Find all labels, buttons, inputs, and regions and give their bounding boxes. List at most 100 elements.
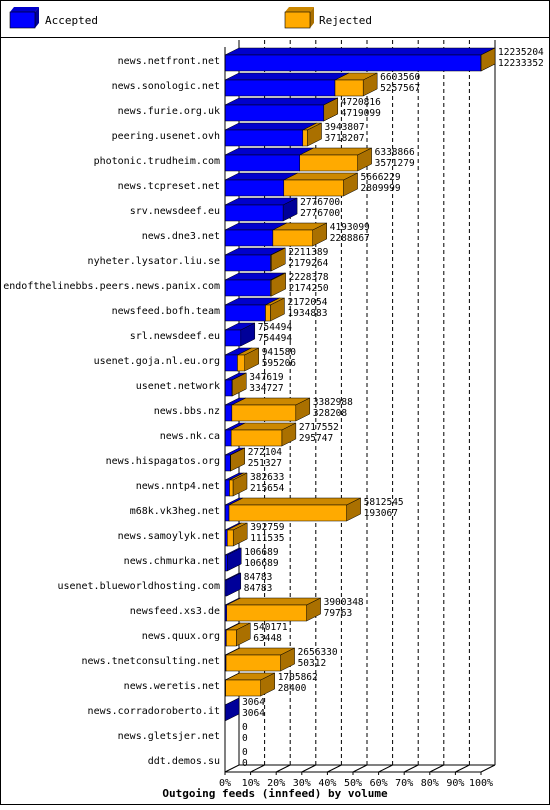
- bar-rejected-front: [227, 605, 307, 621]
- bar-rejected: [231, 423, 296, 446]
- bar-rejected-top: [229, 498, 361, 505]
- value-label-accepted: 1934883: [287, 308, 327, 319]
- category-label: photonic.trudheim.com: [94, 156, 220, 167]
- value-label-accepted: 0: [242, 733, 248, 744]
- bar-rejected: [229, 498, 361, 521]
- value-label-total: 347619: [249, 372, 284, 383]
- category-label: news.chmurka.net: [124, 556, 220, 567]
- value-label-total: 1705862: [278, 672, 318, 683]
- value-label-total: 5812545: [364, 497, 404, 508]
- category-label: peering.usenet.ovh: [112, 131, 220, 142]
- value-label-accepted: 193067: [364, 508, 398, 519]
- bar-rejected-front: [271, 255, 272, 271]
- value-label-total: 392759: [250, 522, 285, 533]
- bar-rejected: [227, 598, 321, 621]
- bar-rejected-front: [227, 530, 233, 546]
- category-label: news.dne3.net: [142, 231, 220, 242]
- value-label-total: 754494: [258, 322, 293, 333]
- bar-accepted-front: [225, 130, 303, 146]
- value-label-total: 3900348: [324, 597, 364, 608]
- value-label-total: 3064: [242, 697, 265, 708]
- category-label: m68k.vk3heg.net: [130, 506, 220, 517]
- bar-rejected-front: [335, 80, 363, 96]
- value-label-total: 0: [242, 747, 248, 758]
- bar-accepted: [225, 198, 297, 221]
- value-label-accepted: 754494: [258, 333, 293, 344]
- value-label-accepted: 334727: [249, 383, 283, 394]
- value-label-accepted: 2179264: [288, 258, 328, 269]
- bar-rejected: [273, 223, 327, 246]
- category-label: news.nntp4.net: [136, 481, 220, 492]
- bar-rejected-front: [303, 130, 308, 146]
- bar-rejected-front: [300, 155, 358, 171]
- value-label-accepted: 28400: [278, 683, 307, 694]
- bar-accepted-top: [225, 148, 314, 155]
- bar-rejected: [284, 173, 358, 196]
- value-label-accepted: 2809999: [361, 183, 401, 194]
- bar-rejected-front: [226, 630, 236, 646]
- value-label-total: 12235204: [498, 47, 544, 58]
- bar-accepted-front: [225, 305, 265, 321]
- value-label-accepted: 2288867: [330, 233, 370, 244]
- category-label: news.sonologic.net: [112, 81, 220, 92]
- bar-rejected-front: [237, 355, 244, 371]
- value-label-total: 2172054: [287, 297, 327, 308]
- bar-accepted-front: [225, 55, 481, 71]
- value-label-accepted: 328208: [313, 408, 348, 419]
- value-label-accepted: 5257567: [380, 83, 420, 94]
- bar-accepted-front: [225, 205, 283, 221]
- category-label: news.samoylyk.net: [118, 531, 220, 542]
- bar-accepted-front: [225, 380, 232, 396]
- value-label-accepted: 84783: [244, 583, 273, 594]
- category-label: news.netfront.net: [118, 56, 220, 67]
- bar-accepted-front: [225, 230, 273, 246]
- value-label-total: 6338866: [375, 147, 415, 158]
- value-label-total: 3943807: [325, 122, 365, 133]
- value-label-total: 2228378: [289, 272, 329, 283]
- x-tick-label: 100%: [469, 778, 493, 789]
- value-label-accepted: 79763: [324, 608, 353, 619]
- legend-rejected-swatch: [285, 7, 314, 28]
- bar-rejected-front: [232, 405, 296, 421]
- bar-accepted: [225, 48, 495, 71]
- value-label-total: 0: [242, 722, 248, 733]
- value-label-accepted: 12233352: [498, 58, 544, 69]
- bar-rejected-front: [273, 230, 313, 246]
- bar-rejected-front: [270, 280, 271, 296]
- value-label-total: 84783: [244, 572, 273, 583]
- bar-accepted-top: [225, 48, 495, 55]
- value-label-total: 5666229: [361, 172, 401, 183]
- value-label-total: 2717552: [299, 422, 339, 433]
- category-label: nyheter.lysator.liu.se: [88, 256, 220, 267]
- category-label: usenet.goja.nl.eu.org: [94, 356, 220, 367]
- value-label-total: 272104: [248, 447, 283, 458]
- category-label: srv.newsdeef.eu: [130, 206, 220, 217]
- bar-accepted-front: [225, 280, 270, 296]
- value-label-accepted: 106689: [244, 558, 279, 569]
- bar-rejected-front: [265, 305, 270, 321]
- legend-rejected-label: Rejected: [319, 14, 372, 27]
- value-label-accepted: 3571279: [375, 158, 415, 169]
- bar-rejected-front: [231, 430, 282, 446]
- value-label-total: 3382988: [313, 397, 353, 408]
- value-label-accepted: 3718207: [325, 133, 365, 144]
- value-label-total: 2776700: [300, 197, 340, 208]
- legend-accepted-label: Accepted: [45, 14, 98, 27]
- value-label-accepted: 295747: [299, 433, 333, 444]
- category-label: newsfeed.xs3.de: [130, 606, 220, 617]
- bar-rejected-front: [226, 680, 261, 696]
- bar-rejected-top: [227, 598, 321, 605]
- bar-accepted-front: [225, 255, 271, 271]
- category-label: ddt.demos.su: [148, 756, 220, 767]
- value-label-accepted: 595206: [262, 358, 297, 369]
- value-label-accepted: 251327: [248, 458, 282, 469]
- value-label-total: 4193099: [330, 222, 370, 233]
- value-label-total: 382633: [250, 472, 284, 483]
- x-axis-title: Outgoing feeds (innfeed) by volume: [162, 787, 388, 800]
- x-tick-label: 80%: [421, 778, 439, 789]
- bar-accepted-front: [225, 455, 230, 471]
- category-label: srl.newsdeef.eu: [130, 331, 220, 342]
- x-tick-label: 90%: [446, 778, 464, 789]
- value-label-total: 2211389: [288, 247, 328, 258]
